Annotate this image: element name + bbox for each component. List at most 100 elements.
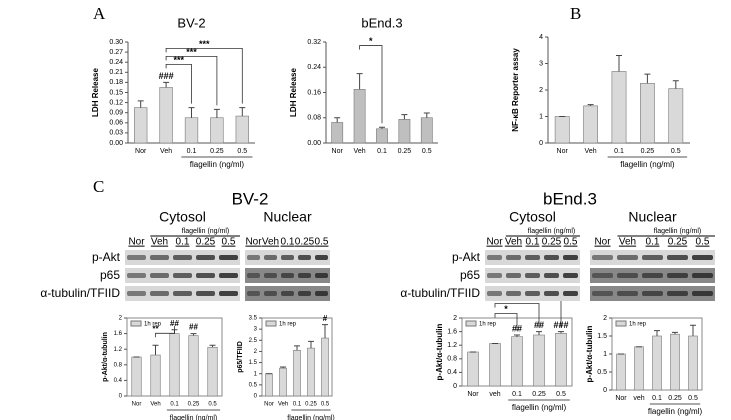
x-tick-label: Veh [160,148,172,155]
y-tick-label: 1.2 [447,342,457,349]
bar [555,332,567,387]
bar [279,367,287,397]
blot-row-label: p-Akt [92,250,121,264]
y-tick-label: 2 [603,315,607,322]
y-tick-label: 3 [254,327,258,333]
band [247,273,260,278]
treatment-label: flagellin (ng/ml) [182,228,229,235]
y-tick-label: 1.6 [447,328,457,335]
band [315,255,328,260]
y-axis-label: LDH Release [91,68,100,117]
error-bar [213,108,220,118]
band [150,291,169,296]
x-tick-label: Nor [264,402,274,408]
y-tick-label: 0.16 [307,89,321,96]
y-tick-label: 0.21 [109,69,123,76]
band [525,255,540,260]
treatment-label: flagellin (ng/ml) [528,228,575,235]
error-bar [280,366,286,369]
y-tick-label: 0.4 [114,378,123,384]
y-tick-label: 1 [254,371,258,377]
band [219,273,238,278]
x-tick-label: 0.1 [293,402,302,408]
band [264,273,277,278]
band [487,291,502,296]
blot-title: bEnd.3 [543,189,597,208]
bar [293,350,301,397]
annotation: ## [170,319,179,328]
band [264,255,277,260]
band [544,255,559,260]
band [544,273,559,278]
y-tick-label: 0.24 [109,59,123,66]
error-bar [308,340,314,349]
band [298,255,311,260]
x-tick-label: Nor [135,148,147,155]
blot-row-label: p65 [460,268,480,282]
blot-row-label: p-Akt [452,250,481,264]
sig-bracket [494,313,518,331]
sig-bracket [155,325,175,338]
y-tick-label: 0.32 [307,39,321,46]
band [173,255,192,260]
bar [207,346,218,397]
y-tick-label: 2 [254,349,258,355]
annotation: *** [199,39,210,49]
bar [652,335,662,391]
error-bar [672,80,679,89]
x-tick-label: Nor [615,395,627,402]
lane-label: 0.25 [295,237,315,248]
band [315,273,328,278]
x-tick-label: 0.5 [556,391,566,398]
error-bar [190,333,197,336]
error-bar [322,324,328,339]
section-title: Cytosol [159,209,206,225]
panel-label: B [570,4,581,23]
band [563,291,578,296]
legend-label: 1h rep [479,322,497,328]
bar [353,89,366,144]
lane-label: 0.1 [526,237,540,248]
band [298,291,311,296]
error-bar [379,126,385,129]
band [487,273,502,278]
error-bar [514,334,520,337]
x-tick-label: Nor [132,402,142,408]
y-tick-label: 0 [539,140,543,147]
x-tick-label: Veh [150,402,160,408]
y-tick-label: 2.5 [249,338,258,344]
bar [159,87,173,144]
band [692,291,713,296]
error-bar [356,73,363,90]
y-tick-label: 0.4 [447,369,457,376]
blot-row-label: p65 [100,268,120,282]
band [196,273,215,278]
lane-label: 0.25 [196,237,216,248]
chart-title: BV-2 [177,15,205,30]
bar [611,71,627,144]
lane-label: Veh [505,237,522,248]
y-tick-label: 0.8 [114,362,123,368]
x-tick-label: 0.5 [208,402,217,408]
x-tick-label: 0.25 [532,391,546,398]
bar [184,117,199,144]
legend-swatch [615,320,627,327]
y-tick-label: 4 [539,34,543,41]
band [298,273,311,278]
sig-bracket [165,56,218,106]
error-bar [209,344,216,348]
x-tick-label: 0.1 [187,148,197,155]
band [281,255,294,260]
x-tick-label: 0.5 [321,402,330,408]
lane-label: Veh [262,237,279,248]
annotation: * [369,36,373,46]
band [592,291,613,296]
y-tick-label: 0.15 [109,89,123,96]
y-tick-label: 0 [119,394,123,400]
x-tick-label: veh [633,395,644,402]
annotation: ### [159,71,174,81]
bar [210,117,224,144]
error-bar [672,331,678,335]
lane-label: Veh [151,237,168,248]
bar [616,353,626,391]
